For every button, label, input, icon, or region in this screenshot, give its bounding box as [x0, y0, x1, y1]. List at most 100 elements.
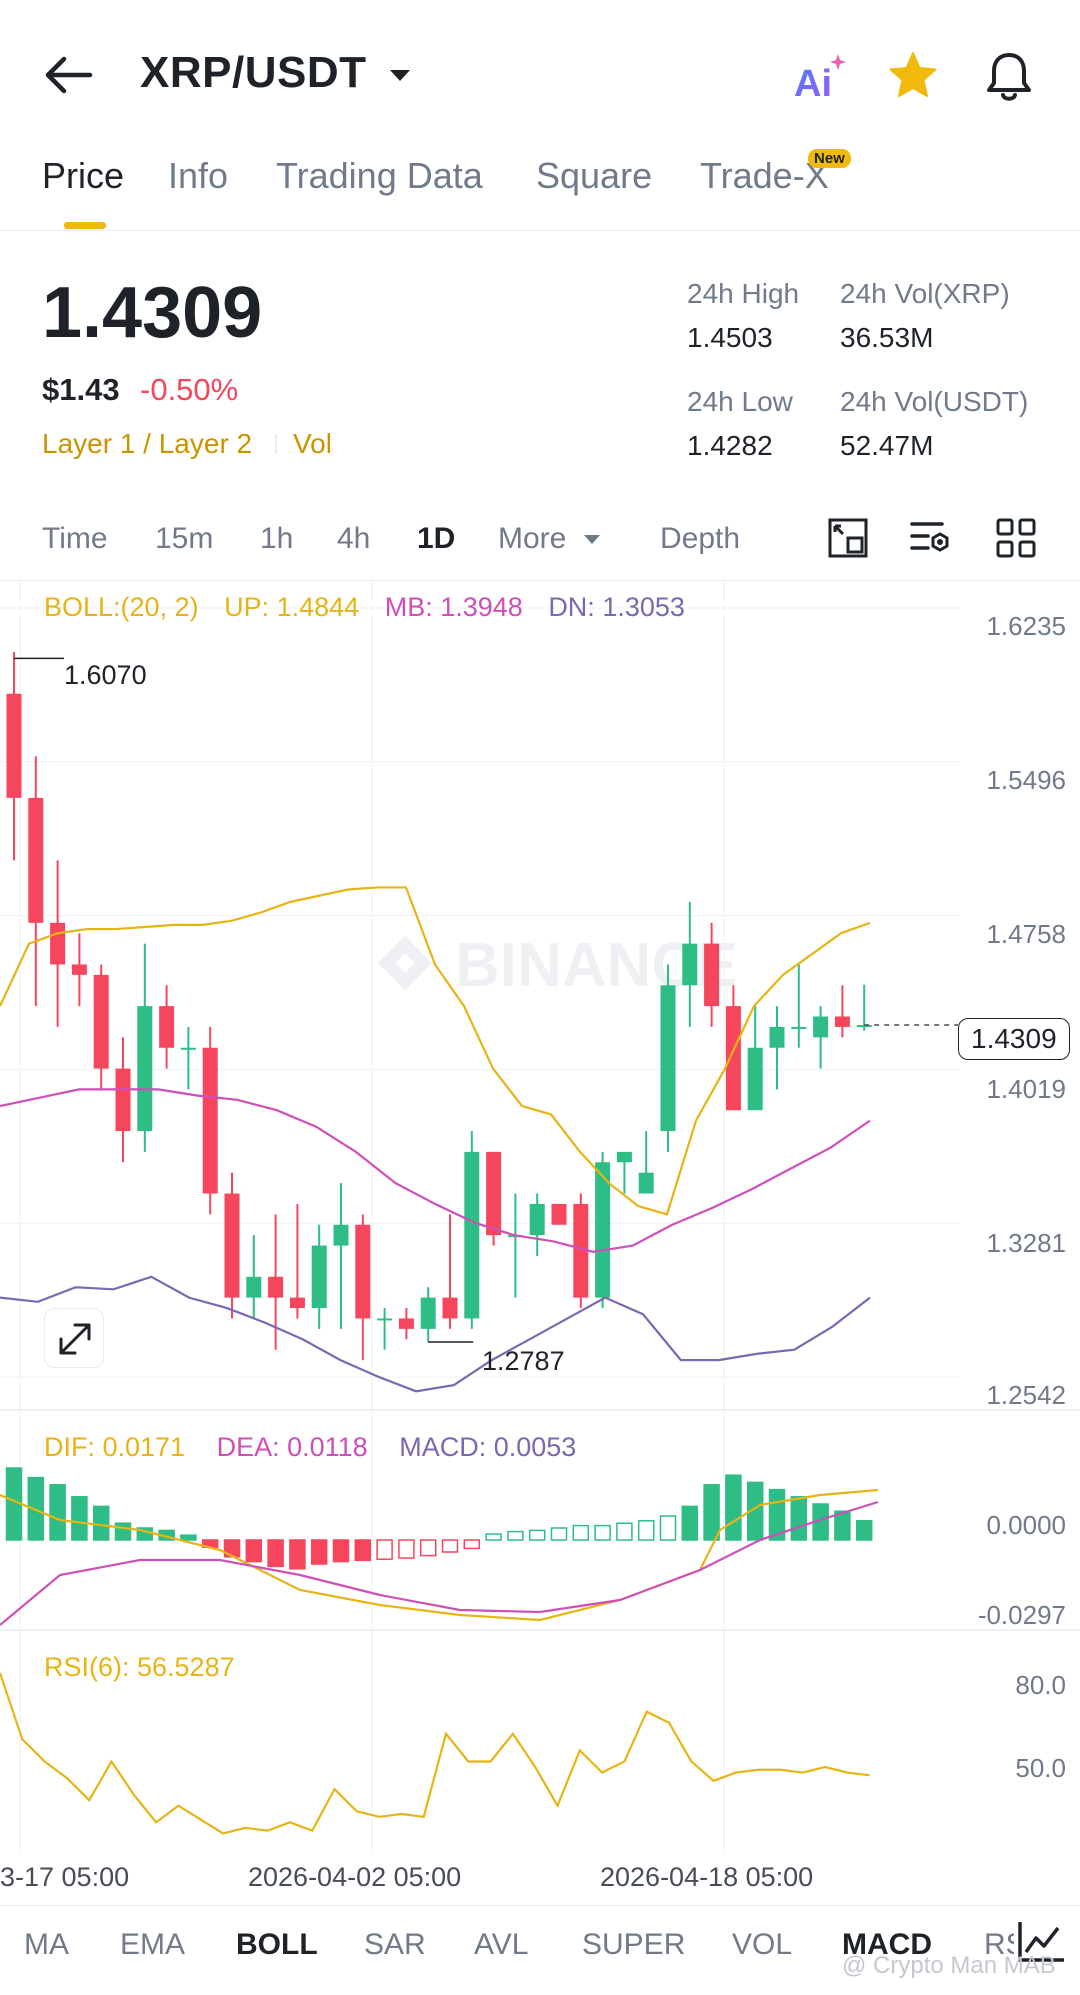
macd-legend: DIF: 0.0171 DEA: 0.0118 MACD: 0.0053	[44, 1432, 576, 1463]
ind-tab-ema[interactable]: EMA	[120, 1928, 186, 1961]
macd-histogram-bar	[594, 1524, 611, 1541]
indicator-settings-toggle[interactable]	[1014, 1916, 1068, 1966]
candle-body	[159, 1006, 175, 1048]
boll-legend: BOLL:(20, 2) UP: 1.4844 MB: 1.3948 DN: 1…	[44, 592, 685, 623]
more-tools-button[interactable]	[994, 516, 1038, 560]
macd-histogram-bar	[398, 1539, 415, 1559]
macd-histogram-bar	[790, 1496, 808, 1541]
ind-tab-boll[interactable]: BOLL	[236, 1928, 318, 1961]
candle-body	[333, 1224, 349, 1246]
macd-histogram-bar	[376, 1539, 393, 1560]
macd-histogram-bar	[834, 1510, 851, 1541]
boll-params: BOLL:(20, 2)	[44, 592, 199, 622]
ind-tab-ma[interactable]: MA	[24, 1928, 69, 1961]
candle-body	[660, 985, 676, 1132]
candle-body	[813, 1016, 829, 1038]
price-axis-label: 1.3281	[986, 1228, 1066, 1258]
tf-4h[interactable]: 4h	[337, 522, 371, 555]
tf-1h[interactable]: 1h	[260, 522, 294, 555]
tab-price[interactable]: Price	[42, 155, 125, 196]
tab-info[interactable]: Info	[168, 155, 229, 196]
kline-chart[interactable]: BINANCE	[0, 581, 1080, 1871]
candle-body	[180, 1047, 196, 1050]
candle-body	[595, 1162, 611, 1298]
ind-tab-macd[interactable]: MACD	[842, 1928, 932, 1961]
favorite-button[interactable]	[887, 50, 939, 102]
low-price-marker: 1.2787	[482, 1346, 565, 1376]
macd-histogram-bar	[441, 1539, 459, 1553]
candle-body	[442, 1297, 458, 1319]
candle-body	[6, 693, 22, 798]
pair-title: XRP/USDT	[140, 48, 367, 97]
macd-histogram-bar	[354, 1539, 372, 1562]
candle-body	[311, 1245, 327, 1309]
high-price-marker: 1.6070	[64, 660, 147, 690]
macd-axis-label: 0.0000	[986, 1510, 1066, 1540]
macd-histogram-bar	[637, 1520, 655, 1541]
tab-trading-data[interactable]: Trading Data	[276, 155, 483, 196]
alert-button[interactable]	[983, 50, 1035, 104]
tab-square[interactable]: Square	[536, 155, 653, 196]
tf-15m[interactable]: 15m	[155, 522, 214, 555]
tf-depth[interactable]: Depth	[660, 522, 741, 555]
candle-body	[246, 1276, 262, 1298]
star-icon	[889, 52, 937, 97]
tf-more-label: More	[498, 522, 567, 555]
macd-histogram-bar	[332, 1539, 350, 1563]
active-tab-indicator	[64, 222, 106, 229]
indicator-settings-button[interactable]	[908, 516, 954, 560]
macd-histogram-bar	[572, 1524, 590, 1541]
ind-tab-super[interactable]: SUPER	[582, 1928, 686, 1961]
binance-logo-icon	[378, 936, 432, 990]
candle-body	[71, 964, 87, 975]
boll-dn: DN: 1.3053	[548, 592, 685, 622]
vol-base-value: 36.53M	[840, 322, 934, 353]
tag-vol[interactable]: Vol	[293, 428, 332, 459]
candle-body	[355, 1224, 371, 1319]
boll-upper-line	[0, 886, 871, 1216]
macd-histogram-bar	[725, 1474, 742, 1541]
macd-dea: DEA: 0.0118	[216, 1432, 368, 1462]
indicator-settings-icon	[910, 522, 949, 552]
svg-text:Ai: Ai	[794, 63, 832, 104]
macd-histogram-bar	[616, 1522, 633, 1541]
tf-time[interactable]: Time	[42, 522, 108, 555]
macd-histogram-bar	[114, 1522, 132, 1541]
candle-body	[725, 1006, 741, 1111]
tf-1d[interactable]: 1D	[417, 522, 456, 555]
timeframe-divider	[0, 580, 1080, 581]
candle-body	[573, 1203, 589, 1298]
fullscreen-button[interactable]	[44, 1308, 104, 1368]
ind-tab-rsi[interactable]: RSI	[984, 1928, 1014, 1961]
candle-body	[529, 1203, 545, 1236]
rsi-line	[0, 1672, 870, 1835]
price-axis-label: 1.2542	[986, 1380, 1066, 1410]
macd-axis-label: -0.0297	[977, 1600, 1066, 1630]
ind-tab-avl[interactable]: AVL	[474, 1928, 529, 1961]
layout-toggle-icon	[828, 518, 868, 558]
macd-histogram-bar	[528, 1529, 546, 1541]
tab-trade-x[interactable]: Trade-X	[700, 155, 829, 196]
ind-tab-sar[interactable]: SAR	[364, 1928, 426, 1961]
candle-body	[398, 1318, 414, 1329]
tag-layer[interactable]: Layer 1 / Layer 2	[42, 428, 253, 459]
candle-body	[834, 1016, 850, 1027]
chart-line-icon	[1018, 1922, 1064, 1962]
chart-settings-button[interactable]	[826, 516, 870, 560]
pair-selector[interactable]: XRP/USDT	[140, 48, 415, 98]
macd-histogram-bar	[550, 1527, 568, 1541]
candle-body	[464, 1151, 480, 1319]
macd-histogram-bar	[659, 1515, 677, 1541]
boll-up: UP: 1.4844	[224, 592, 360, 622]
candle-body	[616, 1151, 632, 1163]
new-badge: New	[808, 149, 851, 168]
candle-body	[202, 1047, 218, 1194]
ai-button[interactable]: Ai	[792, 50, 848, 105]
back-button[interactable]	[40, 50, 96, 100]
price-axis-label: 1.5496	[986, 765, 1066, 795]
candle-body	[137, 1006, 153, 1132]
macd-histogram-bar	[180, 1534, 197, 1541]
candle-body	[289, 1297, 305, 1309]
tf-more[interactable]: More	[498, 522, 603, 556]
ind-tab-vol[interactable]: VOL	[732, 1928, 793, 1961]
